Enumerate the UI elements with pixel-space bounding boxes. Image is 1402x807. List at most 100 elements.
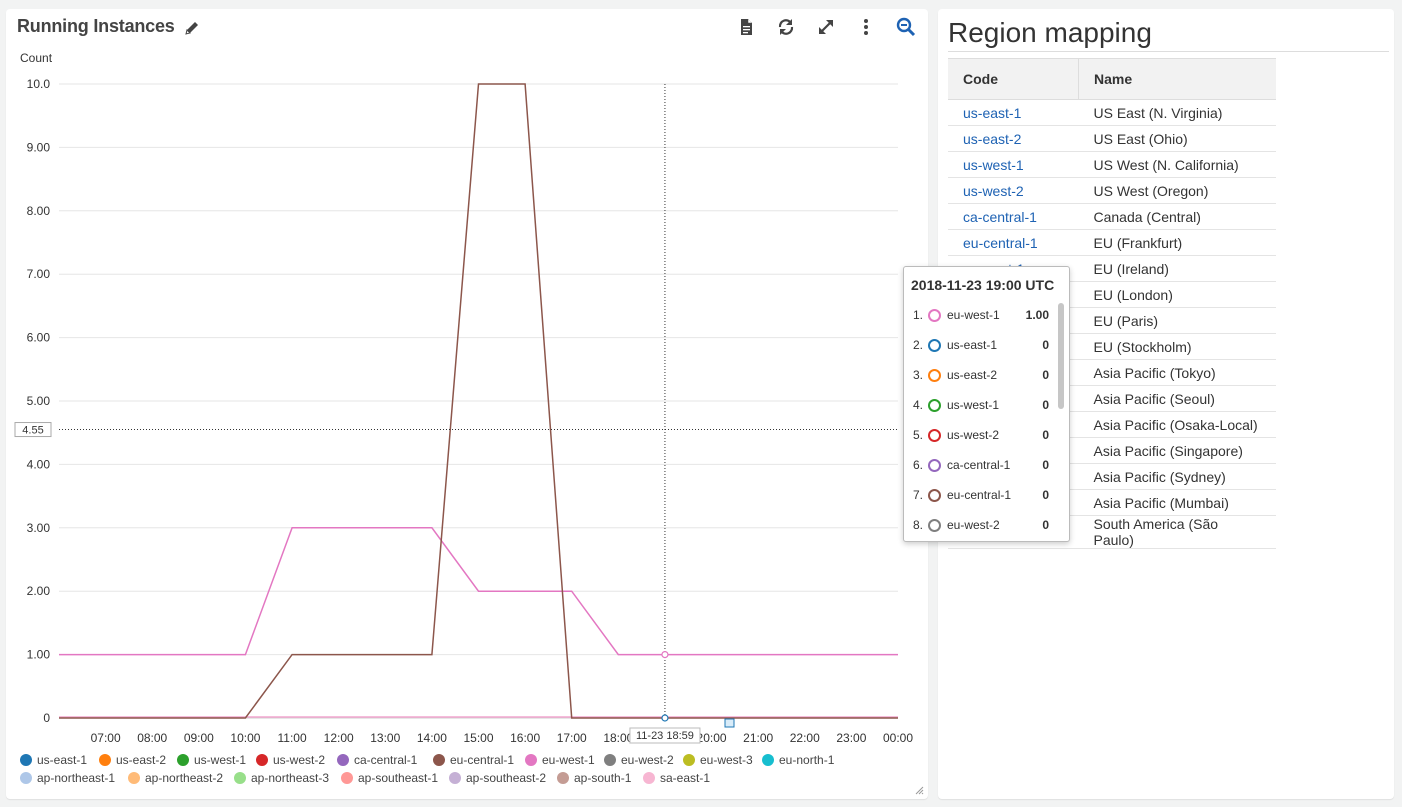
region-name-cell: EU (Frankfurt) (1078, 229, 1276, 256)
tooltip-series-value: 0 (1042, 518, 1049, 532)
resize-handle-icon[interactable] (914, 785, 924, 795)
legend-item-ap-northeast-3[interactable]: ap-northeast-3 (234, 771, 329, 785)
table-row: us-west-1 US West (N. California) (948, 151, 1276, 178)
legend-label: ap-southeast-2 (466, 771, 547, 785)
tooltip-series-name: eu-central-1 (947, 488, 1012, 502)
x-tick-label: 20:00 (697, 731, 727, 745)
zoom-out-icon[interactable] (895, 16, 917, 38)
document-icon[interactable] (735, 16, 757, 38)
widget-title: Running Instances (17, 16, 175, 36)
edit-title-icon[interactable] (184, 20, 200, 36)
region-name-cell: EU (London) (1078, 281, 1276, 308)
region-name-cell: EU (Stockholm) (1078, 333, 1276, 360)
legend-item-sa-east-1[interactable]: sa-east-1 (643, 771, 710, 785)
x-tick-label: 18:00 (603, 731, 633, 745)
series-circle-icon (928, 309, 941, 322)
legend-swatch (449, 772, 461, 784)
tooltip-series-value: 0 (1042, 398, 1049, 412)
region-code-link[interactable]: us-east-2 (963, 130, 1022, 147)
line-chart[interactable]: Count 0 1.00 2.00 3.00 4.00 5.00 6.00 7.00 8.00 9.… (6, 9, 928, 759)
y-tick-label: 1.00 (27, 648, 51, 662)
legend-swatch (433, 754, 445, 766)
legend-swatch (341, 772, 353, 784)
x-tick-label: 21:00 (743, 731, 773, 745)
column-header-name: Name (1078, 58, 1276, 100)
x-tick-label: 10:00 (230, 731, 260, 745)
legend-item-eu-north-1[interactable]: eu-north-1 (762, 753, 834, 767)
legend-item-ap-northeast-2[interactable]: ap-northeast-2 (128, 771, 223, 785)
tooltip-row: 8. eu-west-2 0 (904, 518, 1054, 541)
region-code-cell: us-west-2 (948, 177, 1079, 204)
region-code-cell: us-west-1 (948, 151, 1079, 178)
legend-item-ap-northeast-1[interactable]: ap-northeast-1 (20, 771, 115, 785)
y-tick-label: 5.00 (27, 394, 51, 408)
tooltip-rank: 8. (912, 518, 923, 532)
tooltip-rank: 1. (912, 308, 923, 322)
region-code-link[interactable]: us-west-1 (963, 156, 1024, 173)
legend-swatch (256, 754, 268, 766)
tooltip-series-name: eu-west-2 (947, 518, 1000, 532)
legend-item-ap-southeast-1[interactable]: ap-southeast-1 (341, 771, 438, 785)
legend-swatch (99, 754, 111, 766)
y-tick-label: 10.0 (27, 77, 51, 91)
tooltip-rank: 3. (912, 368, 923, 382)
legend-item-eu-west-3[interactable]: eu-west-3 (683, 753, 753, 767)
region-code-link[interactable]: eu-central-1 (963, 234, 1038, 251)
legend-item-ca-central-1[interactable]: ca-central-1 (337, 753, 417, 767)
region-name-cell: EU (Ireland) (1078, 255, 1276, 282)
x-tick-label: 12:00 (324, 731, 354, 745)
table-row: us-east-1 US East (N. Virginia) (948, 99, 1276, 126)
y-tick-label: 4.00 (27, 457, 51, 471)
legend-item-eu-central-1[interactable]: eu-central-1 (433, 753, 514, 767)
y-tick-label: 8.00 (27, 204, 51, 218)
x-tick-label: 23:00 (836, 731, 866, 745)
legend-item-eu-west-2[interactable]: eu-west-2 (604, 753, 674, 767)
legend-swatch (20, 772, 32, 784)
legend-item-ap-south-1[interactable]: ap-south-1 (557, 771, 631, 785)
refresh-icon[interactable] (775, 16, 797, 38)
y-tick-label: 0 (43, 711, 50, 725)
table-row: EU (Paris) (948, 307, 1276, 334)
tooltip-scrollbar[interactable] (1058, 303, 1064, 409)
crosshair-x-readout: 11-23 18:59 (636, 730, 694, 742)
y-tick-label: 7.00 (27, 267, 51, 281)
tooltip-series-value: 0 (1042, 338, 1049, 352)
region-table: Code Name us-east-1 US East (N. Virginia)… (948, 58, 1276, 549)
region-code-cell: us-east-1 (948, 99, 1079, 126)
region-code-cell: eu-central-1 (948, 229, 1079, 256)
region-name-cell: EU (Paris) (1078, 307, 1276, 334)
region-name-cell: US East (Ohio) (1078, 125, 1276, 152)
region-code-link[interactable]: ca-central-1 (963, 208, 1037, 225)
tooltip-rank: 4. (912, 398, 923, 412)
legend-swatch (177, 754, 189, 766)
tooltip-row: 5. us-west-2 0 (904, 428, 1054, 458)
legend-swatch (604, 754, 616, 766)
tooltip-row: 1. eu-west-1 1.00 (904, 308, 1054, 338)
more-icon[interactable] (855, 16, 877, 38)
x-tick-label: 16:00 (510, 731, 540, 745)
y-axis-label: Count (20, 51, 53, 65)
region-code-link[interactable]: us-east-1 (963, 104, 1022, 121)
crosshair-y-readout-box (14, 422, 52, 438)
legend-item-us-east-2[interactable]: us-east-2 (99, 753, 166, 767)
legend-item-us-west-1[interactable]: us-west-1 (177, 753, 246, 767)
table-row: ca-central-1 Canada (Central) (948, 203, 1276, 230)
region-code-link[interactable]: us-west-2 (963, 182, 1024, 199)
legend-label: eu-west-1 (542, 753, 595, 767)
legend-item-ap-southeast-2[interactable]: ap-southeast-2 (449, 771, 546, 785)
region-name-cell: US East (N. Virginia) (1078, 99, 1276, 126)
crosshair-x-readout-box (629, 727, 701, 744)
tooltip-rank: 5. (912, 428, 923, 442)
x-tick-label: 17:00 (557, 731, 587, 745)
expand-icon[interactable] (815, 16, 837, 38)
legend-label: eu-north-1 (779, 753, 835, 767)
legend-item-us-west-2[interactable]: us-west-2 (256, 753, 325, 767)
legend-label: ap-south-1 (574, 771, 632, 785)
hover-point-eu-west-1 (661, 650, 669, 659)
region-mapping-title: Region mapping (948, 17, 1152, 48)
legend-item-us-east-1[interactable]: us-east-1 (20, 753, 87, 767)
legend-swatch (525, 754, 537, 766)
legend-label: us-east-1 (37, 753, 88, 767)
legend-item-eu-west-1[interactable]: eu-west-1 (525, 753, 595, 767)
region-name-cell: Asia Pacific (Seoul) (1078, 385, 1276, 412)
